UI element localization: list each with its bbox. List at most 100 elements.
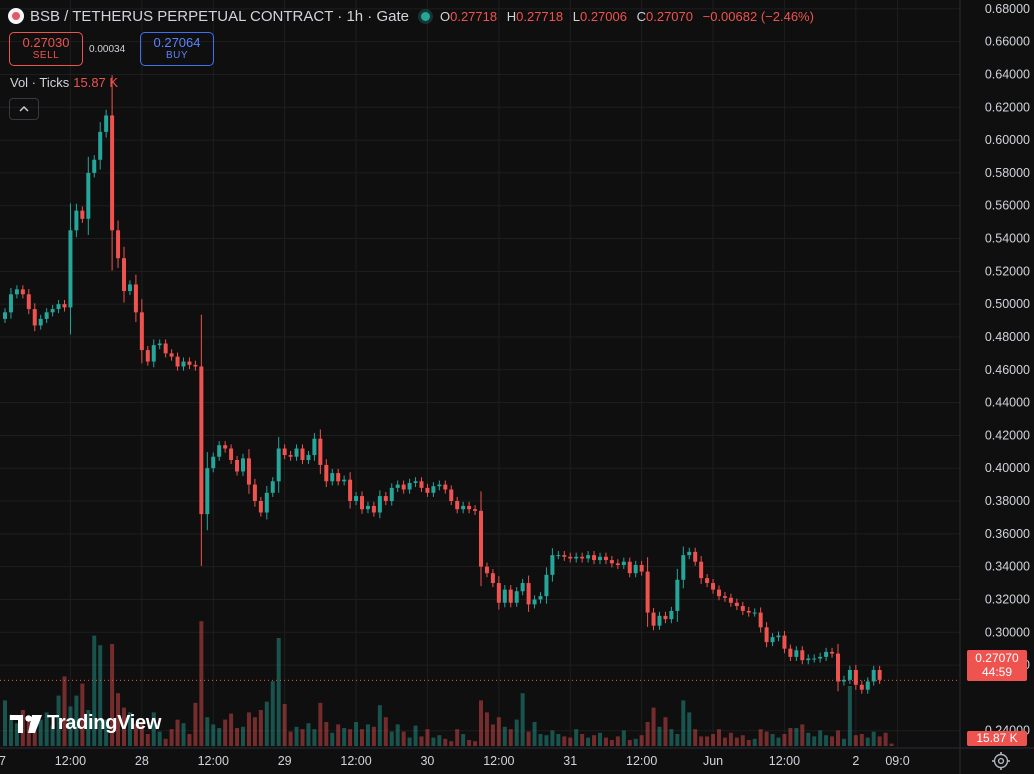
candle-body xyxy=(812,658,817,660)
candle-body xyxy=(746,610,751,613)
candle-body xyxy=(693,551,698,562)
candle-body xyxy=(193,364,198,367)
candle-body xyxy=(484,566,489,574)
candle-body xyxy=(580,556,585,559)
candle-body xyxy=(133,284,138,313)
candle-body xyxy=(80,210,85,219)
volume-bar xyxy=(306,723,311,746)
candle-body xyxy=(443,484,448,490)
candle-body xyxy=(235,459,240,472)
volume-bar xyxy=(615,736,620,746)
volume-bar xyxy=(633,738,638,746)
candle-body xyxy=(211,456,216,469)
sell-button[interactable]: 0.27030 SELL xyxy=(9,32,83,66)
x-axis-tick-label: 27 xyxy=(0,754,6,768)
x-axis-tick-label: 09:0 xyxy=(885,754,909,768)
volume-bar xyxy=(104,719,109,746)
y-axis-tick-label: 0.30000 xyxy=(985,625,1030,639)
tradingview-logo-text: TradingView xyxy=(47,712,162,734)
candle-body xyxy=(609,560,614,564)
candle-body xyxy=(859,684,864,690)
volume-bar xyxy=(437,735,442,746)
buy-button[interactable]: 0.27064 BUY xyxy=(140,32,214,66)
volume-bar xyxy=(413,725,418,746)
candle-body xyxy=(651,612,656,626)
candle-body xyxy=(467,505,472,510)
candle-body xyxy=(508,589,513,603)
volume-bar xyxy=(288,731,293,746)
volume-bar xyxy=(681,700,686,746)
volume-bar xyxy=(336,724,341,746)
candle-body xyxy=(806,658,811,661)
volume-bar xyxy=(407,737,412,746)
candle-body xyxy=(473,509,478,511)
volume-bar xyxy=(722,737,727,746)
x-axis-tick-label: 29 xyxy=(278,754,292,768)
sell-label: SELL xyxy=(32,50,60,61)
volume-bar xyxy=(669,729,674,746)
volume-bar xyxy=(163,738,168,746)
volume-bar xyxy=(824,735,829,746)
y-axis-tick-label: 0.52000 xyxy=(985,264,1030,278)
candle-body xyxy=(800,650,805,661)
candle-body xyxy=(717,589,721,597)
candle-body xyxy=(20,289,25,295)
candle-body xyxy=(288,455,293,457)
candle-body xyxy=(116,230,121,259)
candle-body xyxy=(223,445,228,449)
volume-bar xyxy=(383,717,388,746)
candle-body xyxy=(449,489,454,502)
candle-body xyxy=(788,648,793,657)
volume-bar xyxy=(758,729,763,746)
y-axis-tick-label: 0.32000 xyxy=(985,592,1030,606)
volume-bar xyxy=(598,732,602,746)
volume-bar xyxy=(717,729,721,746)
ohlc-open-key: O xyxy=(439,8,451,24)
candle-body xyxy=(395,484,400,488)
volume-bar xyxy=(473,741,478,746)
volume-bar xyxy=(818,730,823,746)
volume-bar xyxy=(235,728,240,746)
candle-body xyxy=(163,343,168,354)
y-axis-tick-label: 0.54000 xyxy=(985,232,1030,246)
symbol-title[interactable]: BSB / TETHERUS PERPETUAL CONTRACT · 1h ·… xyxy=(30,7,409,25)
gear-icon[interactable] xyxy=(990,750,1012,772)
volume-bar xyxy=(50,725,55,746)
volume-bar xyxy=(157,731,162,746)
candle-body xyxy=(598,556,602,561)
y-axis-tick-label: 0.50000 xyxy=(985,297,1030,311)
volume-bar xyxy=(532,722,537,746)
x-axis-tick-label: 30 xyxy=(420,754,434,768)
x-axis-tick-label: 12:00 xyxy=(340,754,371,768)
candle-body xyxy=(865,681,870,690)
volume-bar xyxy=(276,638,281,746)
volume-bar xyxy=(44,712,49,746)
volume-bar xyxy=(181,723,186,746)
candle-body xyxy=(830,651,835,654)
volume-bar xyxy=(812,736,817,746)
collapse-legend-button[interactable] xyxy=(9,98,39,120)
volume-bar xyxy=(205,717,210,746)
candle-body xyxy=(104,115,109,132)
candle-body xyxy=(705,578,710,584)
candle-body xyxy=(336,473,341,482)
volume-bar xyxy=(467,740,472,746)
candle-body xyxy=(615,563,620,565)
candle-body xyxy=(56,304,61,310)
x-axis-tick-label: 28 xyxy=(135,754,149,768)
candle-body xyxy=(764,627,769,643)
volume-bar xyxy=(806,732,811,746)
candle-body xyxy=(627,561,632,574)
x-axis-tick-label: Jun xyxy=(703,754,723,768)
volume-bar xyxy=(26,722,31,746)
candle-body xyxy=(544,574,549,597)
tradingview-logo[interactable]: TradingView xyxy=(10,712,161,735)
candle-body xyxy=(92,159,97,173)
candle-body xyxy=(681,555,686,580)
candle-body xyxy=(734,602,739,607)
volume-bar xyxy=(639,735,644,746)
volume-bar xyxy=(544,735,549,746)
volume-bar xyxy=(342,728,347,746)
candle-body xyxy=(241,458,245,472)
